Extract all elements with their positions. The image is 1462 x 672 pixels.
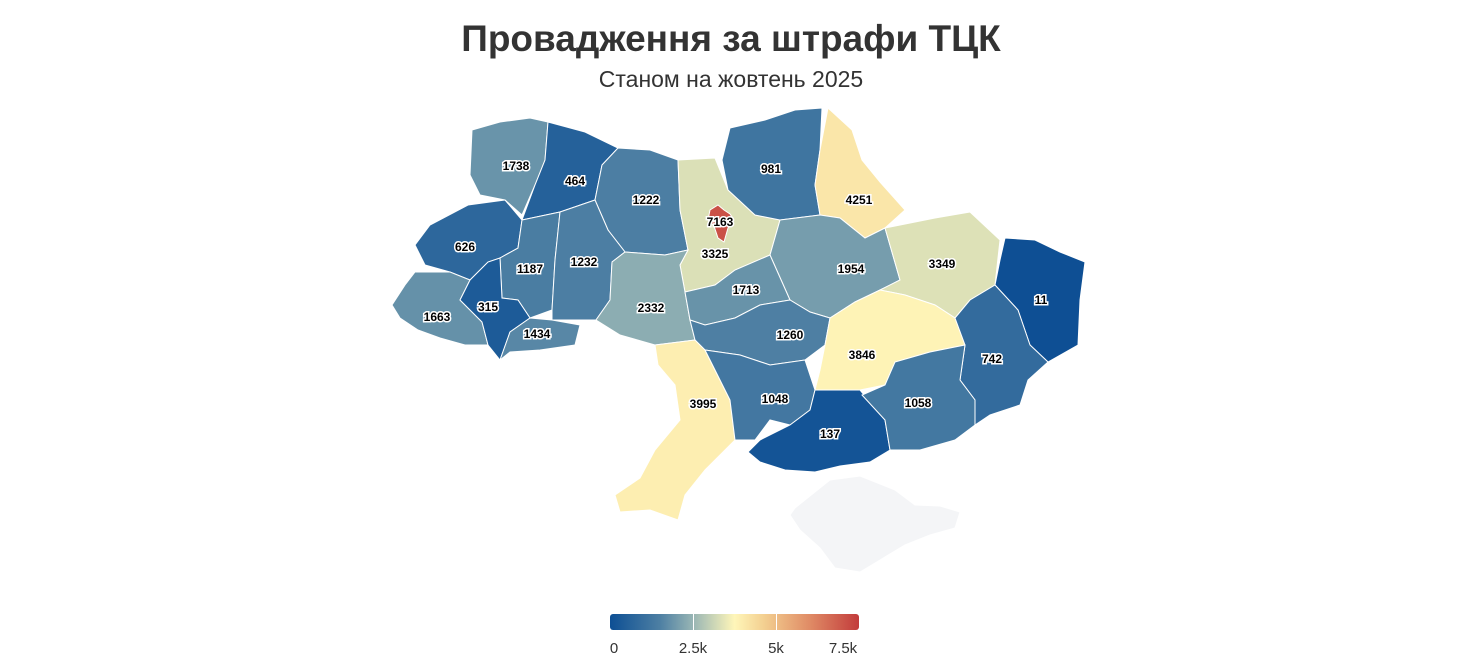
region-label-lviv: 626: [455, 240, 475, 254]
region-label-volyn: 1738: [503, 159, 530, 173]
region-label-odesa: 3995: [690, 397, 717, 411]
region-label-chernihiv: 981: [761, 162, 781, 176]
region-label-kyiv-city: 7163: [707, 215, 734, 229]
legend-label-0: 0: [609, 640, 619, 657]
region-crimea[interactable]: [789, 475, 961, 573]
color-scale-bar: [610, 614, 859, 630]
region-label-zaporizhzhia: 1058: [905, 396, 932, 410]
region-label-poltava: 1954: [838, 262, 865, 276]
region-label-dnipropetrovsk: 3846: [849, 348, 876, 362]
legend-label-2500: 2.5k: [678, 640, 708, 657]
region-label-cherkasy: 1713: [733, 283, 760, 297]
region-luhansk[interactable]: [994, 237, 1086, 363]
region-label-kirovohrad: 1260: [777, 328, 804, 342]
region-label-chernivtsi: 1434: [524, 327, 551, 341]
region-label-rivne: 464: [565, 174, 585, 188]
color-scale-legend: [610, 614, 859, 630]
legend-tick-mark: [693, 614, 694, 630]
region-chernivtsi[interactable]: [498, 317, 581, 362]
legend-label-5000: 5k: [768, 640, 784, 657]
region-label-kyiv-oblast: 3325: [702, 247, 729, 261]
legend-tick-mark: [776, 614, 777, 630]
map-title: Провадження за штрафи ТЦК: [461, 18, 1001, 59]
region-label-khmelnytskyi: 1232: [571, 255, 598, 269]
region-label-kharkiv: 3349: [929, 257, 956, 271]
region-label-ivano-frankivsk: 315: [478, 300, 498, 314]
region-label-kherson: 137: [820, 427, 840, 441]
region-kyiv-city[interactable]: [707, 204, 735, 243]
region-label-donetsk: 742: [982, 352, 1002, 366]
region-label-ternopil: 1187: [517, 262, 543, 276]
map-subtitle: Станом на жовтень 2025: [598, 66, 864, 92]
legend-label-7500: 7.5k: [828, 640, 858, 657]
region-label-vinnytsia: 2332: [638, 301, 665, 315]
region-label-zhytomyr: 1222: [633, 193, 660, 207]
region-label-sumy: 4251: [846, 193, 873, 207]
region-zaporizhzhia[interactable]: [861, 344, 976, 451]
region-label-luhansk: 11: [1035, 293, 1048, 307]
region-label-mykolaiv: 1048: [762, 392, 789, 406]
region-label-zakarpattia: 1663: [424, 310, 451, 324]
